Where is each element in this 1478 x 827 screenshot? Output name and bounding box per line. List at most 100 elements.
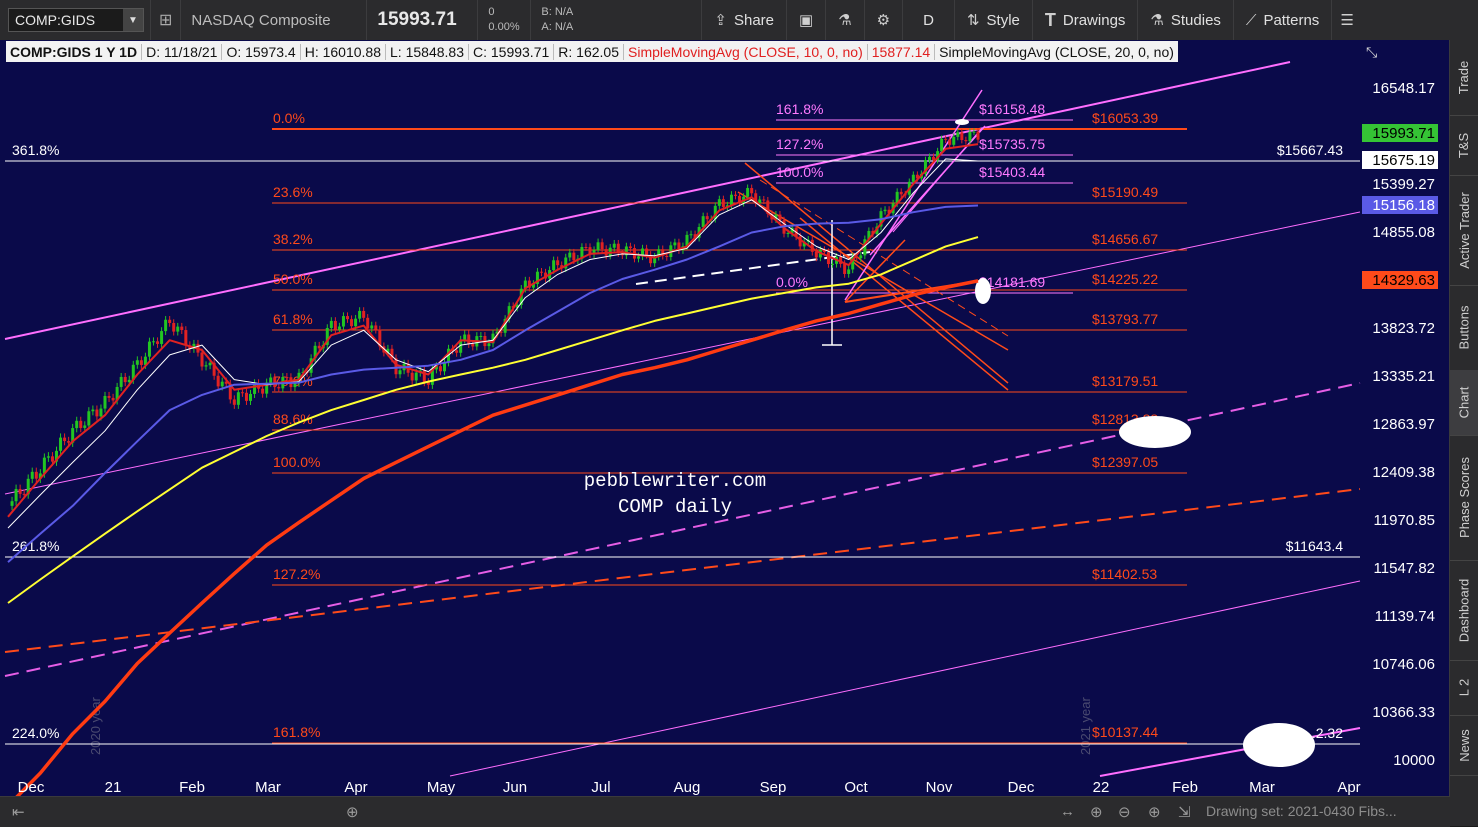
price-marker-box: [1362, 151, 1438, 169]
zoom-in-icon[interactable]: ⊕: [1090, 804, 1103, 821]
candle-body: [216, 375, 220, 387]
candle-body: [673, 242, 677, 246]
candle-body: [38, 473, 42, 479]
candle-body: [26, 478, 30, 495]
more-button[interactable]: ☰: [1332, 0, 1361, 40]
candle-body: [701, 216, 705, 227]
candle-body: [236, 392, 240, 405]
candle-body: [734, 194, 737, 196]
x-tick-label: Dec: [18, 779, 45, 796]
chevron-down-icon[interactable]: ▼: [123, 9, 143, 31]
target-ellipse-1: [975, 278, 991, 304]
candle-body: [346, 316, 349, 320]
price-chart[interactable]: 2020 year 2021 year 0.0% $16053.39 23.6% $1…: [0, 40, 1450, 796]
candle-body: [952, 136, 956, 145]
sma20-label: SimpleMovingAvg (CLOSE, 20, 0, no): [939, 43, 1174, 60]
tab-phase-scores[interactable]: Phase Scores: [1450, 435, 1478, 561]
y-axis-ticks: 16548.17 15399.27 14855.08 13823.72 13335.21…: [1372, 80, 1435, 769]
drawings-button[interactable]: T Drawings: [1033, 0, 1139, 40]
chart-background: [0, 40, 1450, 796]
target-ellipse-3: [1243, 723, 1315, 767]
zoom-out-icon[interactable]: ⊖: [1118, 804, 1131, 821]
fib-level-value: $14181.69: [979, 274, 1045, 290]
flexible-grid-button[interactable]: ▣: [787, 0, 827, 40]
candle-body: [600, 242, 604, 250]
symbol-selector[interactable]: COMP:GIDS ▼: [8, 8, 144, 32]
y-tick-label: 11547.82: [1374, 560, 1435, 577]
text-t-icon: T: [1044, 9, 1056, 30]
candle-body: [556, 260, 560, 266]
candle-body: [641, 248, 645, 257]
crosshair-icon[interactable]: ⊕: [1148, 804, 1161, 821]
tab-news[interactable]: News: [1450, 715, 1478, 776]
calendar-icon: ▣: [799, 12, 814, 29]
candle-body: [75, 420, 79, 429]
candle-body: [499, 331, 503, 333]
candle-body: [135, 360, 139, 365]
candle-body: [798, 236, 802, 247]
orange-channel-2: [737, 191, 1009, 351]
x-tick-label: Nov: [926, 779, 953, 796]
candle-body: [592, 250, 596, 255]
pan-icon[interactable]: ⊕: [346, 804, 359, 821]
tab-buttons[interactable]: Buttons: [1450, 285, 1478, 371]
candle-body: [976, 131, 980, 140]
candle-body: [851, 256, 855, 270]
candle-body: [143, 356, 147, 365]
price-marker-label: 15993.71: [1372, 125, 1435, 142]
collapse-icon[interactable]: ⤡: [1366, 44, 1378, 60]
fib-level-label: 88.6%: [273, 411, 313, 427]
scroll-left-icon[interactable]: ⇤: [12, 804, 25, 821]
magnet-icon[interactable]: ⇲: [1178, 804, 1191, 821]
tab-trade[interactable]: Trade: [1450, 40, 1478, 116]
candle-body: [956, 132, 960, 137]
candle-body: [661, 249, 665, 256]
watermark-site: pebblewriter.com: [584, 470, 766, 492]
star-icon-cell[interactable]: ⊞: [150, 0, 182, 40]
tab-time-and-sales[interactable]: T&S: [1450, 115, 1478, 176]
settings-button[interactable]: ⚙: [865, 0, 904, 40]
fib-level-value: $15735.75: [979, 136, 1045, 152]
period-button[interactable]: D: [903, 0, 955, 40]
right-sidebar: Trade T&S Active Trader Buttons Chart Ph…: [1449, 40, 1478, 826]
bid-ask-cell: B: N/A A: N/A: [531, 0, 703, 40]
candle-body: [426, 382, 430, 385]
candle-body: [932, 156, 936, 161]
tab-level2[interactable]: L 2: [1450, 660, 1478, 716]
expand-icon[interactable]: ↔: [1060, 803, 1075, 820]
style-label: Style: [986, 11, 1020, 29]
candle-body: [471, 343, 475, 347]
patterns-button[interactable]: ⟋ Patterns: [1234, 0, 1333, 40]
candle-body: [645, 248, 649, 255]
fib-level-value: $15403.44: [979, 164, 1045, 180]
gear-icon: ⚙: [876, 12, 891, 29]
studies-lab-button[interactable]: ⚗: [826, 0, 865, 40]
x-tick-label: Feb: [179, 779, 205, 796]
fib-level-label: 161.8%: [776, 101, 823, 117]
fib-level-label: 61.8%: [273, 311, 313, 327]
x-tick-label: Apr: [1337, 779, 1360, 796]
series-line: [7, 236, 979, 604]
fib-level-label: 100.0%: [776, 164, 823, 180]
candle-body: [657, 249, 661, 257]
tab-chart[interactable]: Chart: [1450, 370, 1478, 436]
y-tick-label: 11139.74: [1375, 608, 1435, 625]
grid-icon[interactable]: ⊞: [159, 12, 173, 29]
candle-body: [608, 247, 612, 256]
price-marker-box: [1362, 196, 1438, 214]
tab-dashboard[interactable]: Dashboard: [1450, 560, 1478, 661]
time-axis: [0, 776, 1360, 796]
candle-body: [535, 271, 539, 284]
candle-body: [972, 131, 976, 133]
x-axis-ticks: Dec 21 Feb Mar Apr May Jun Jul Aug Sep Oct Nov Dec 22…: [18, 779, 1361, 796]
style-button[interactable]: ⇅ Style: [955, 0, 1033, 40]
fib-level-label: 0.0%: [776, 274, 808, 290]
tab-active-trader[interactable]: Active Trader: [1450, 175, 1478, 286]
share-button[interactable]: ⇪ Share: [702, 0, 788, 40]
fib-level-value: $14656.67: [1092, 231, 1158, 247]
drawing-set-label[interactable]: Drawing set: 2021-0430 Fibs...: [1206, 803, 1397, 819]
candle-body: [746, 188, 750, 197]
change-value: 0: [488, 6, 495, 18]
last-price: 15993.71: [367, 0, 479, 40]
studies-button[interactable]: ⚗ Studies: [1138, 0, 1234, 40]
